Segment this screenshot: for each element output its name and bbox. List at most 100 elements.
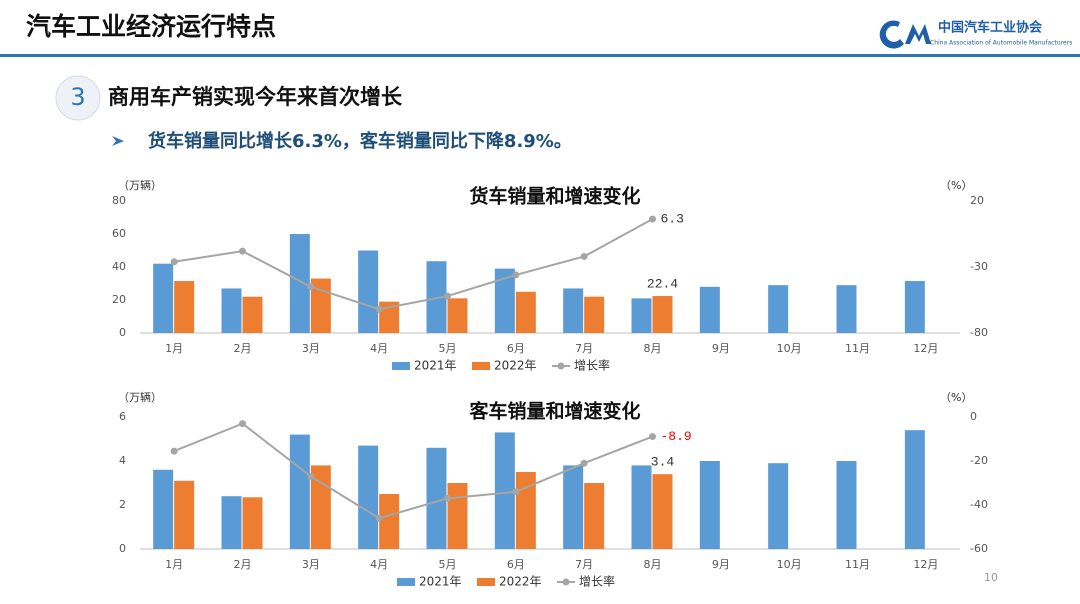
line-point — [444, 494, 451, 502]
y-tick-label: 0 — [119, 542, 126, 555]
logo-name: 中国汽车工业协会 — [938, 20, 1043, 36]
bar — [289, 234, 310, 333]
y-axis-unit: （万辆） — [118, 178, 162, 192]
bar — [174, 281, 195, 333]
x-tick-label: 1月 — [165, 342, 183, 355]
x-tick-label: 4月 — [370, 558, 388, 571]
line — [173, 422, 653, 520]
line-point — [512, 271, 520, 279]
bar — [563, 465, 584, 549]
x-tick-label: 12月 — [913, 558, 938, 571]
bar — [699, 461, 720, 549]
bar — [221, 288, 242, 333]
header-rule — [0, 54, 1080, 57]
line-point — [307, 472, 315, 480]
data-label: 22.4 — [647, 276, 678, 291]
y2-axis-unit: （%） — [940, 179, 972, 192]
bar — [221, 496, 242, 549]
x-tick-label: 4月 — [370, 342, 388, 355]
bar — [699, 286, 720, 333]
y2-tick-label: 20 — [970, 194, 984, 207]
y2-tick-label: -60 — [970, 542, 988, 555]
bar — [358, 445, 379, 549]
x-tick-label: 7月 — [575, 342, 593, 355]
bar — [153, 263, 174, 333]
data-label: 6.3 — [661, 212, 684, 227]
legend-label: 2021年 — [414, 359, 457, 373]
section-number: 3 — [70, 83, 85, 111]
bar — [584, 483, 605, 549]
bar — [515, 472, 536, 549]
bar — [379, 494, 400, 549]
y2-tick-label: -40 — [970, 498, 988, 511]
line-point — [307, 283, 315, 291]
line-point — [512, 488, 520, 496]
line-point — [170, 447, 178, 455]
data-label: 3.4 — [651, 455, 675, 470]
legend-label: 增长率 — [574, 358, 610, 373]
y-tick-label: 20 — [112, 293, 126, 306]
legend-label: 2022年 — [499, 575, 542, 589]
x-tick-label: 5月 — [439, 342, 457, 355]
bar — [242, 497, 263, 549]
line-point — [375, 514, 383, 522]
bar — [242, 296, 263, 333]
bar — [426, 447, 447, 549]
x-tick-label: 3月 — [302, 342, 320, 355]
x-tick-label: 11月 — [845, 558, 870, 571]
x-tick-label: 3月 — [302, 558, 320, 571]
legend-swatch — [477, 578, 495, 586]
legend-swatch — [562, 578, 570, 586]
bar — [358, 250, 379, 333]
bar — [904, 281, 925, 333]
logo-mark — [879, 20, 904, 49]
x-tick-label: 9月 — [712, 558, 730, 571]
bar — [289, 434, 310, 549]
bar — [447, 483, 468, 549]
y-tick-label: 40 — [112, 260, 126, 273]
legend-swatch — [472, 362, 490, 370]
x-tick-label: 8月 — [644, 342, 662, 355]
line-point — [239, 420, 246, 428]
legend-swatch — [397, 578, 415, 586]
bar — [515, 291, 536, 333]
line — [174, 218, 653, 311]
line-point — [375, 305, 383, 313]
bar — [174, 480, 195, 549]
legend-label: 增长率 — [579, 574, 615, 589]
line-point — [649, 215, 656, 223]
bar — [426, 261, 447, 333]
line-point — [444, 292, 451, 300]
section-badge — [55, 75, 101, 121]
y-tick-label: 6 — [119, 410, 126, 423]
x-tick-label: 1月 — [165, 558, 183, 571]
line-point — [580, 252, 588, 260]
bar — [153, 469, 174, 549]
bar — [768, 463, 789, 549]
x-tick-label: 9月 — [712, 342, 730, 355]
chart-title: 货车销量和增速变化 — [469, 185, 640, 208]
x-tick-label: 10月 — [777, 342, 802, 355]
line-point — [170, 258, 178, 266]
section-title: 商用车产销实现今年来首次增长 — [108, 85, 403, 109]
bar — [904, 430, 925, 549]
line-point — [649, 433, 656, 441]
logo: 中国汽车工业协会 China Association of Automobile… — [879, 20, 1072, 49]
bar — [631, 298, 652, 333]
y-tick-label: 80 — [112, 194, 126, 207]
bullet-marker — [112, 136, 124, 146]
line-point — [580, 459, 588, 467]
legend-label: 2021年 — [419, 575, 462, 589]
y-tick-label: 4 — [119, 454, 126, 467]
bar — [652, 474, 673, 549]
logo-subtitle: China Association of Automobile Manufact… — [930, 40, 1072, 47]
x-tick-label: 6月 — [507, 558, 525, 571]
bar — [563, 288, 584, 333]
bar — [379, 301, 400, 333]
bar — [768, 285, 789, 333]
y2-tick-label: -80 — [970, 326, 988, 339]
legend-swatch — [392, 362, 410, 370]
